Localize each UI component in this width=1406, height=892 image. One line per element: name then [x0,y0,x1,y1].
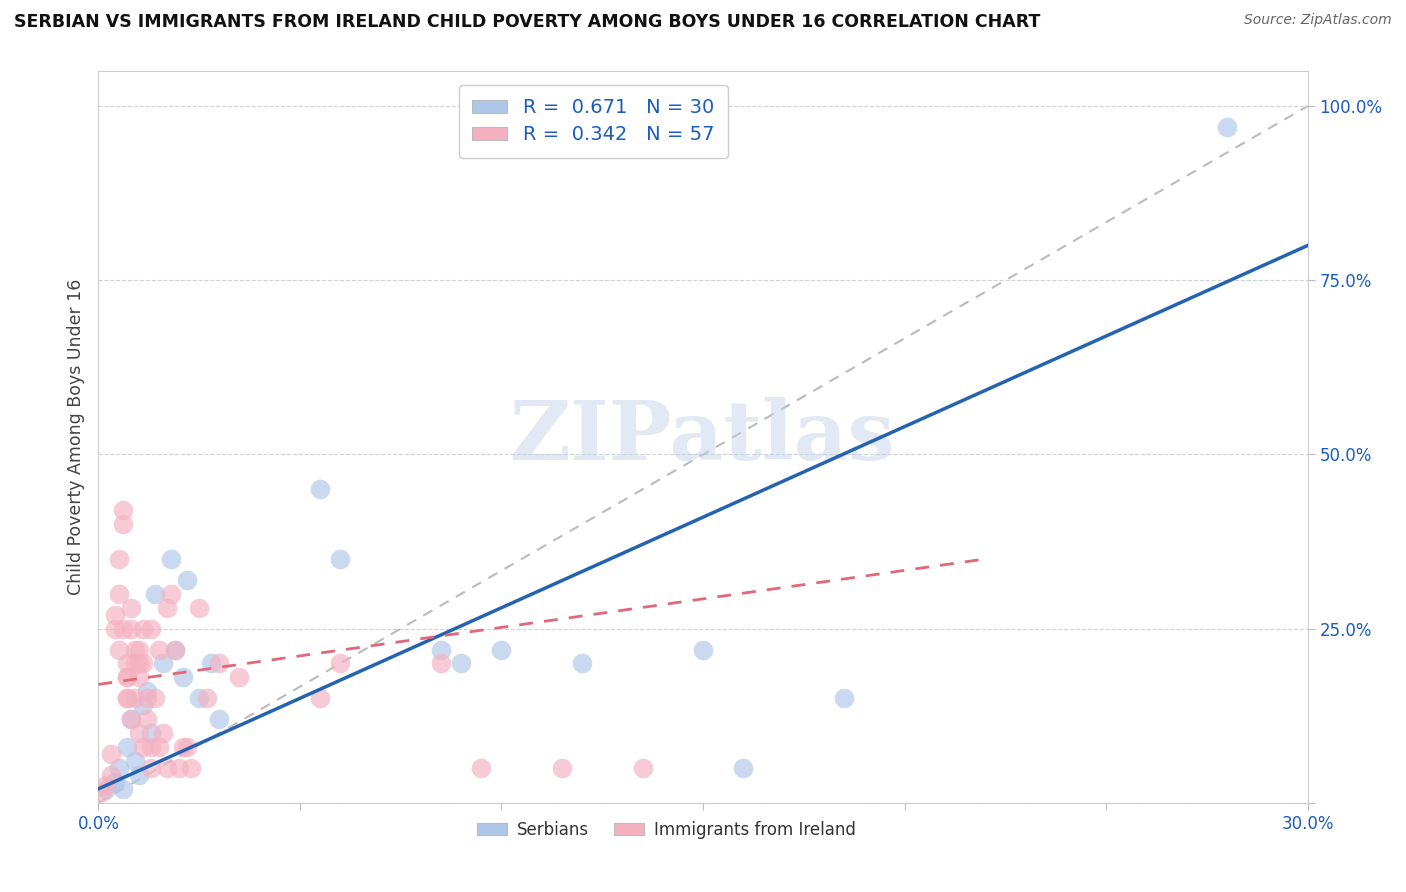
Point [132,657,155,671]
Point [156,600,179,615]
Point [132,740,155,755]
Point [120,600,142,615]
Point [120,712,142,726]
Point [139,761,162,775]
Point [100,768,122,782]
Point [103,775,125,789]
Point [180,761,202,775]
Point [208,657,231,671]
Point [115,670,138,684]
Point [139,622,162,636]
Point [692,642,714,657]
Point [200,657,222,671]
Point [96,778,118,792]
Point [160,587,183,601]
Point [124,754,146,768]
Legend: Serbians, Immigrants from Ireland: Serbians, Immigrants from Ireland [471,814,863,846]
Point [551,761,574,775]
Y-axis label: Child Poverty Among Boys Under 16: Child Poverty Among Boys Under 16 [66,279,84,595]
Point [176,573,198,587]
Point [228,670,250,684]
Point [733,761,755,775]
Point [115,740,138,755]
Point [132,622,155,636]
Point [188,600,211,615]
Point [107,552,129,566]
Point [111,622,134,636]
Point [188,691,211,706]
Point [329,657,352,671]
Point [128,726,150,740]
Point [120,622,142,636]
Point [832,691,855,706]
Point [135,712,157,726]
Point [172,670,194,684]
Point [107,587,129,601]
Text: SERBIAN VS IMMIGRANTS FROM IRELAND CHILD POVERTY AMONG BOYS UNDER 16 CORRELATION: SERBIAN VS IMMIGRANTS FROM IRELAND CHILD… [14,13,1040,31]
Point [631,761,654,775]
Point [124,642,146,657]
Point [148,740,170,755]
Point [309,691,332,706]
Point [167,761,190,775]
Point [143,691,166,706]
Point [111,781,134,796]
Point [100,747,122,761]
Point [91,785,114,799]
Point [111,503,134,517]
Point [430,657,453,671]
Point [135,684,157,698]
Point [160,552,183,566]
Text: ZIPatlas: ZIPatlas [510,397,896,477]
Point [120,712,142,726]
Point [139,740,162,755]
Point [103,607,125,622]
Point [128,670,150,684]
Point [430,642,453,657]
Point [148,642,170,657]
Point [139,726,162,740]
Point [124,691,146,706]
Point [329,552,352,566]
Point [491,642,513,657]
Point [470,761,492,775]
Point [1216,120,1239,134]
Point [450,657,472,671]
Point [135,691,157,706]
Point [103,622,125,636]
Point [115,691,138,706]
Point [143,587,166,601]
Point [152,726,174,740]
Point [96,781,118,796]
Point [107,642,129,657]
Point [163,642,186,657]
Point [111,517,134,532]
Point [115,670,138,684]
Text: Source: ZipAtlas.com: Source: ZipAtlas.com [1244,13,1392,28]
Point [107,761,129,775]
Point [176,740,198,755]
Point [208,712,231,726]
Point [309,483,332,497]
Point [128,657,150,671]
Point [156,761,179,775]
Point [195,691,218,706]
Point [124,657,146,671]
Point [115,691,138,706]
Point [115,657,138,671]
Point [172,740,194,755]
Point [128,768,150,782]
Point [571,657,593,671]
Point [132,698,155,713]
Point [163,642,186,657]
Point [128,642,150,657]
Point [152,657,174,671]
